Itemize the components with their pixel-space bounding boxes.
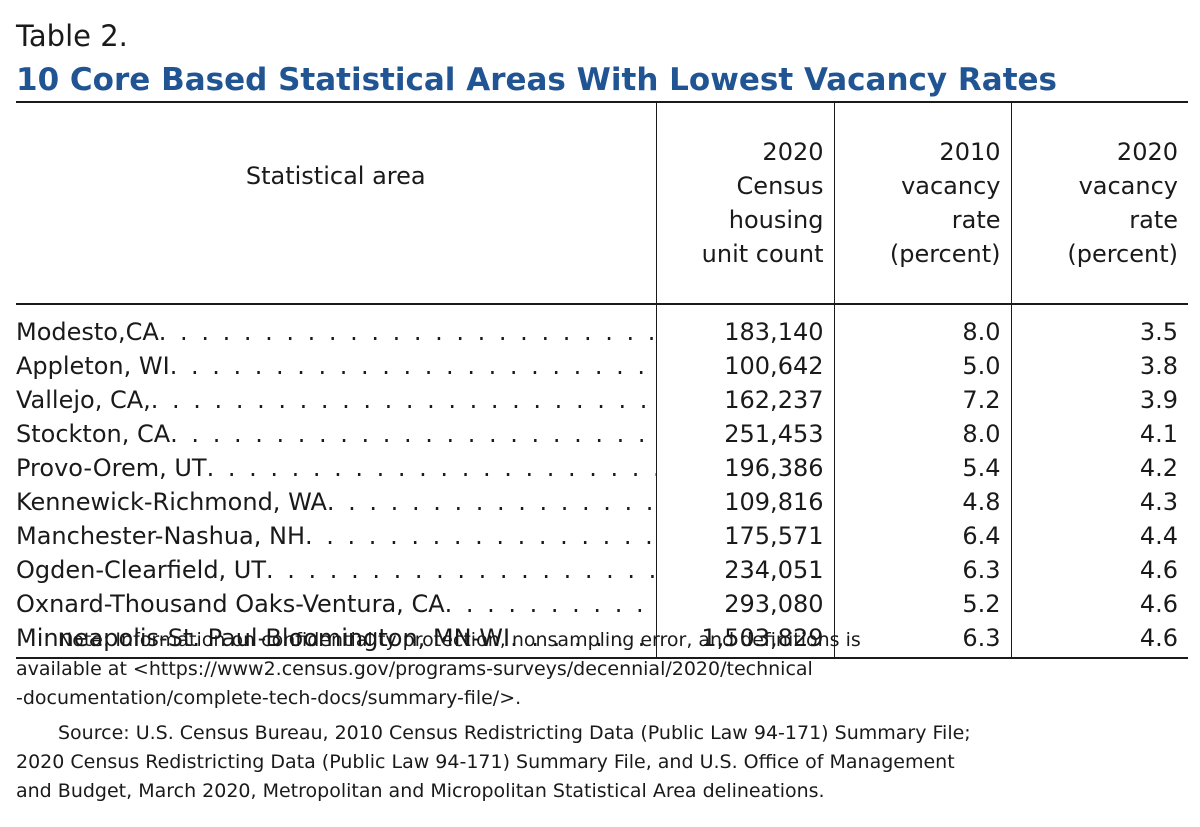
- vacancy-table: Statistical area 2020 Census housing uni…: [16, 101, 1188, 659]
- cell-area: Appleton, WI: [16, 349, 656, 383]
- cell-area: Kennewick-Richmond, WA: [16, 485, 656, 519]
- header-line: 2010: [939, 138, 1001, 166]
- cell-rate-2020: 4.2: [1010, 451, 1188, 485]
- table-row: Oxnard-Thousand Oaks-Ventura, CA 293,080…: [16, 587, 1188, 621]
- table-row: Vallejo, CA, 162,237 7.2 3.9: [16, 383, 1188, 417]
- cell-rate-2020: 4.3: [1010, 485, 1188, 519]
- cell-rate-2020: 3.9: [1010, 383, 1188, 417]
- area-name: Vallejo, CA,: [16, 386, 151, 414]
- header-line: vacancy: [1078, 172, 1178, 200]
- cell-rate-2010: 6.3: [833, 621, 1011, 658]
- header-statistical-area: Statistical area: [245, 162, 426, 190]
- cell-housing-count: 251,453: [655, 417, 834, 451]
- dot-leader: [266, 553, 656, 587]
- area-name: Kennewick-Richmond, WA: [16, 488, 327, 516]
- cell-housing-count: 293,080: [655, 587, 834, 621]
- cell-rate-2020: 3.5: [1010, 304, 1188, 349]
- table-note: Note: Information on confidentiality pro…: [16, 626, 1186, 713]
- dot-leader: [159, 315, 656, 349]
- cell-area: Vallejo, CA,: [16, 383, 656, 417]
- header-2020-vacancy-rate: 2020 vacancy rate (percent): [1010, 102, 1188, 304]
- dot-leader: [151, 383, 656, 417]
- cell-housing-count: 196,386: [655, 451, 834, 485]
- header-line: (percent): [889, 240, 1001, 268]
- cell-area: Provo-Orem, UT: [16, 451, 656, 485]
- cell-housing-count: 109,816: [655, 485, 834, 519]
- cell-rate-2020: 4.4: [1010, 519, 1188, 553]
- note-line: -documentation/complete-tech-docs/summar…: [16, 687, 522, 709]
- header-line: 2020: [1116, 138, 1178, 166]
- header-line: vacancy: [901, 172, 1001, 200]
- note-line: Note: Information on confidentiality pro…: [58, 629, 861, 651]
- table-row: Provo-Orem, UT 196,386 5.4 4.2: [16, 451, 1188, 485]
- header-row: Statistical area 2020 Census housing uni…: [16, 102, 1188, 304]
- table-row: Modesto,CA 183,140 8.0 3.5: [16, 304, 1188, 349]
- area-name: Stockton, CA: [16, 420, 171, 448]
- cell-rate-2010: 7.2: [833, 383, 1011, 417]
- area-name: Provo-Orem, UT: [16, 454, 207, 482]
- source-line: Source: U.S. Census Bureau, 2010 Census …: [58, 722, 971, 744]
- cell-housing-count: 234,051: [655, 553, 834, 587]
- dot-leader: [445, 587, 656, 621]
- table-source: Source: U.S. Census Bureau, 2010 Census …: [16, 719, 1186, 806]
- table-row: Stockton, CA 251,453 8.0 4.1: [16, 417, 1188, 451]
- cell-rate-2020: 3.8: [1010, 349, 1188, 383]
- cell-area: Minneapolis-St. Paul-Bloomington, MN-WI: [16, 621, 656, 658]
- cell-rate-2010: 5.2: [833, 587, 1011, 621]
- cell-housing-count: 100,642: [655, 349, 834, 383]
- area-name: Manchester-Nashua, NH: [16, 522, 306, 550]
- header-2010-vacancy-rate: 2010 vacancy rate (percent): [833, 102, 1011, 304]
- cell-rate-2010: 4.8: [833, 485, 1011, 519]
- cell-housing-count: 162,237: [655, 383, 834, 417]
- header-line: rate: [1129, 206, 1178, 234]
- header-line: housing: [728, 206, 824, 234]
- dot-leader: [170, 349, 656, 383]
- table-row: Minneapolis-St. Paul-Bloomington, MN-WI …: [16, 621, 1188, 658]
- area-name: Minneapolis-St. Paul-Bloomington, MN-WI: [16, 624, 511, 652]
- area-name: Modesto,CA: [16, 318, 159, 346]
- source-line: 2020 Census Redistricting Data (Public L…: [16, 751, 955, 773]
- area-name: Appleton, WI: [16, 352, 170, 380]
- cell-area: Ogden-Clearfield, UT: [16, 553, 656, 587]
- area-name: Oxnard-Thousand Oaks-Ventura, CA: [16, 590, 445, 618]
- header-line: rate: [951, 206, 1001, 234]
- source-line: and Budget, March 2020, Metropolitan and…: [16, 780, 825, 802]
- table-row: Kennewick-Richmond, WA 109,816 4.8 4.3: [16, 485, 1188, 519]
- table-title: 10 Core Based Statistical Areas With Low…: [16, 62, 1057, 98]
- table-row: Appleton, WI 100,642 5.0 3.8: [16, 349, 1188, 383]
- dot-leader: [170, 417, 656, 451]
- cell-rate-2020: 4.6: [1010, 553, 1188, 587]
- cell-housing-count: 175,571: [655, 519, 834, 553]
- header-line: (percent): [1067, 240, 1178, 268]
- cell-area: Stockton, CA: [16, 417, 656, 451]
- header-housing-unit-count: 2020 Census housing unit count: [655, 102, 834, 304]
- cell-rate-2020: 4.6: [1010, 587, 1188, 621]
- cell-rate-2010: 8.0: [833, 304, 1011, 349]
- cell-area: Manchester-Nashua, NH: [16, 519, 656, 553]
- cell-rate-2020: 4.6: [1010, 621, 1188, 658]
- header-line: Census: [736, 172, 824, 200]
- table-row: Manchester-Nashua, NH 175,571 6.4 4.4: [16, 519, 1188, 553]
- dot-leader: [207, 451, 656, 485]
- cell-area: Oxnard-Thousand Oaks-Ventura, CA: [16, 587, 656, 621]
- dot-leader: [327, 485, 656, 519]
- table-row: Ogden-Clearfield, UT 234,051 6.3 4.6: [16, 553, 1188, 587]
- cell-rate-2010: 8.0: [833, 417, 1011, 451]
- cell-rate-2010: 6.4: [833, 519, 1011, 553]
- header-line: unit count: [701, 240, 824, 268]
- table-label: Table 2.: [16, 19, 128, 53]
- cell-housing-count: 1,503,829: [655, 621, 834, 658]
- cell-rate-2010: 5.0: [833, 349, 1011, 383]
- cell-area: Modesto,CA: [16, 304, 656, 349]
- dot-leader: [305, 519, 656, 553]
- cell-rate-2010: 5.4: [833, 451, 1011, 485]
- header-line: 2020: [762, 138, 824, 166]
- cell-housing-count: 183,140: [655, 304, 834, 349]
- cell-rate-2020: 4.1: [1010, 417, 1188, 451]
- note-line: available at <https://www2.census.gov/pr…: [16, 658, 813, 680]
- cell-rate-2010: 6.3: [833, 553, 1011, 587]
- area-name: Ogden-Clearfield, UT: [16, 556, 267, 584]
